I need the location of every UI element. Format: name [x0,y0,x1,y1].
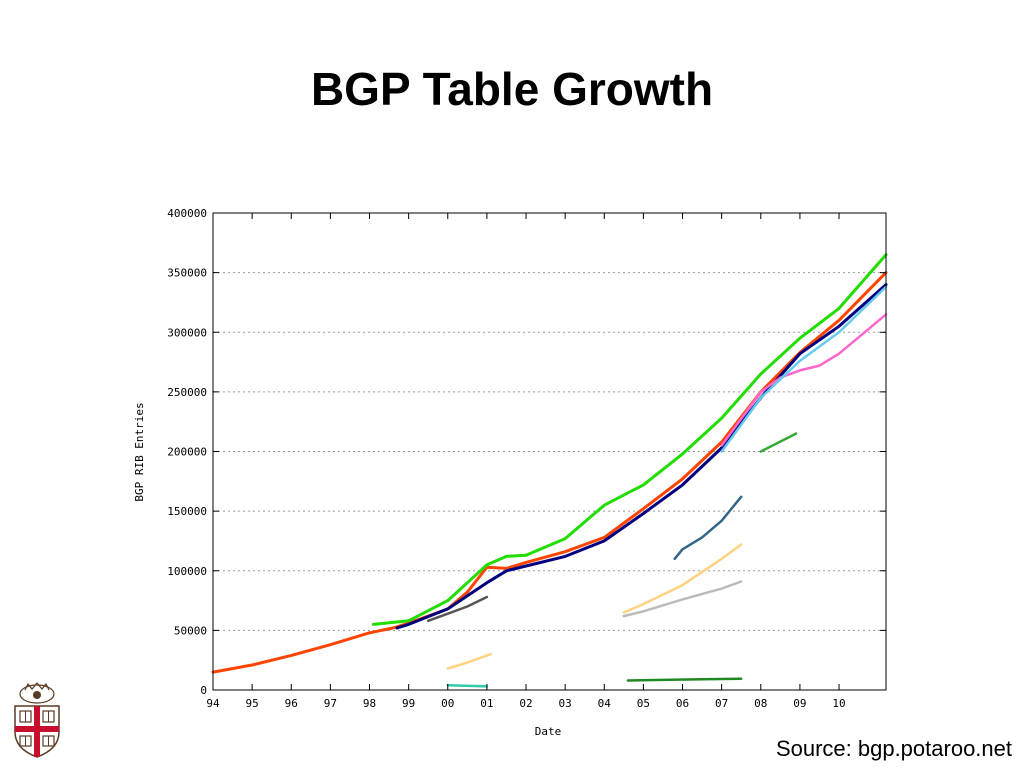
y-tick-label: 0 [200,684,207,697]
series-line-5 [720,285,888,453]
series-lines [211,253,888,688]
y-tick-label: 400000 [167,207,207,220]
y-tick-label: 350000 [167,267,207,280]
x-tick-label: 08 [754,697,767,710]
series-line-13 [446,683,489,688]
y-tick-label: 200000 [167,446,207,459]
x-tick-label: 02 [519,697,532,710]
y-axis-label: BGP RIB Entries [133,402,146,501]
x-tick-label: 96 [285,697,298,710]
x-tick-label: 03 [559,697,572,710]
series-line-11 [759,432,798,453]
slide-title: BGP Table Growth [310,63,714,115]
x-tick-label: 95 [246,697,259,710]
x-tick-label: 98 [363,697,376,710]
source-caption: Source: bgp.potaroo.net [775,736,1012,761]
y-tick-label: 300000 [167,326,207,339]
axis-ticks: 0 50000 100000 150000 200000 250000 300000 3500… [167,207,886,710]
x-tick-label: 06 [676,697,689,710]
x-tick-label: 94 [206,697,220,710]
y-tick-label: 50000 [174,624,207,637]
series-line-6 [622,543,743,614]
grid-lines [213,272,886,631]
series-line-9 [626,677,743,682]
university-shield-icon [12,682,62,763]
series-line-2 [371,253,888,626]
series-line-10 [446,652,493,670]
series-line-8 [673,495,743,561]
series-line-7 [622,580,743,618]
x-tick-label: 07 [715,697,728,710]
x-tick-label: 97 [324,697,337,710]
y-tick-label: 150000 [167,505,207,518]
x-tick-label: 10 [832,697,845,710]
y-tick-label: 250000 [167,386,207,399]
series-line-12 [426,595,489,623]
x-tick-label: 05 [637,697,650,710]
series-line-4 [720,313,888,447]
y-tick-label: 100000 [167,565,207,578]
series-line-3 [395,283,888,630]
x-tick-label: 09 [793,697,806,710]
x-tick-label: 00 [441,697,454,710]
x-axis-label: Date [535,725,562,738]
x-tick-label: 99 [402,697,415,710]
x-tick-label: 04 [598,697,612,710]
x-tick-label: 01 [480,697,493,710]
